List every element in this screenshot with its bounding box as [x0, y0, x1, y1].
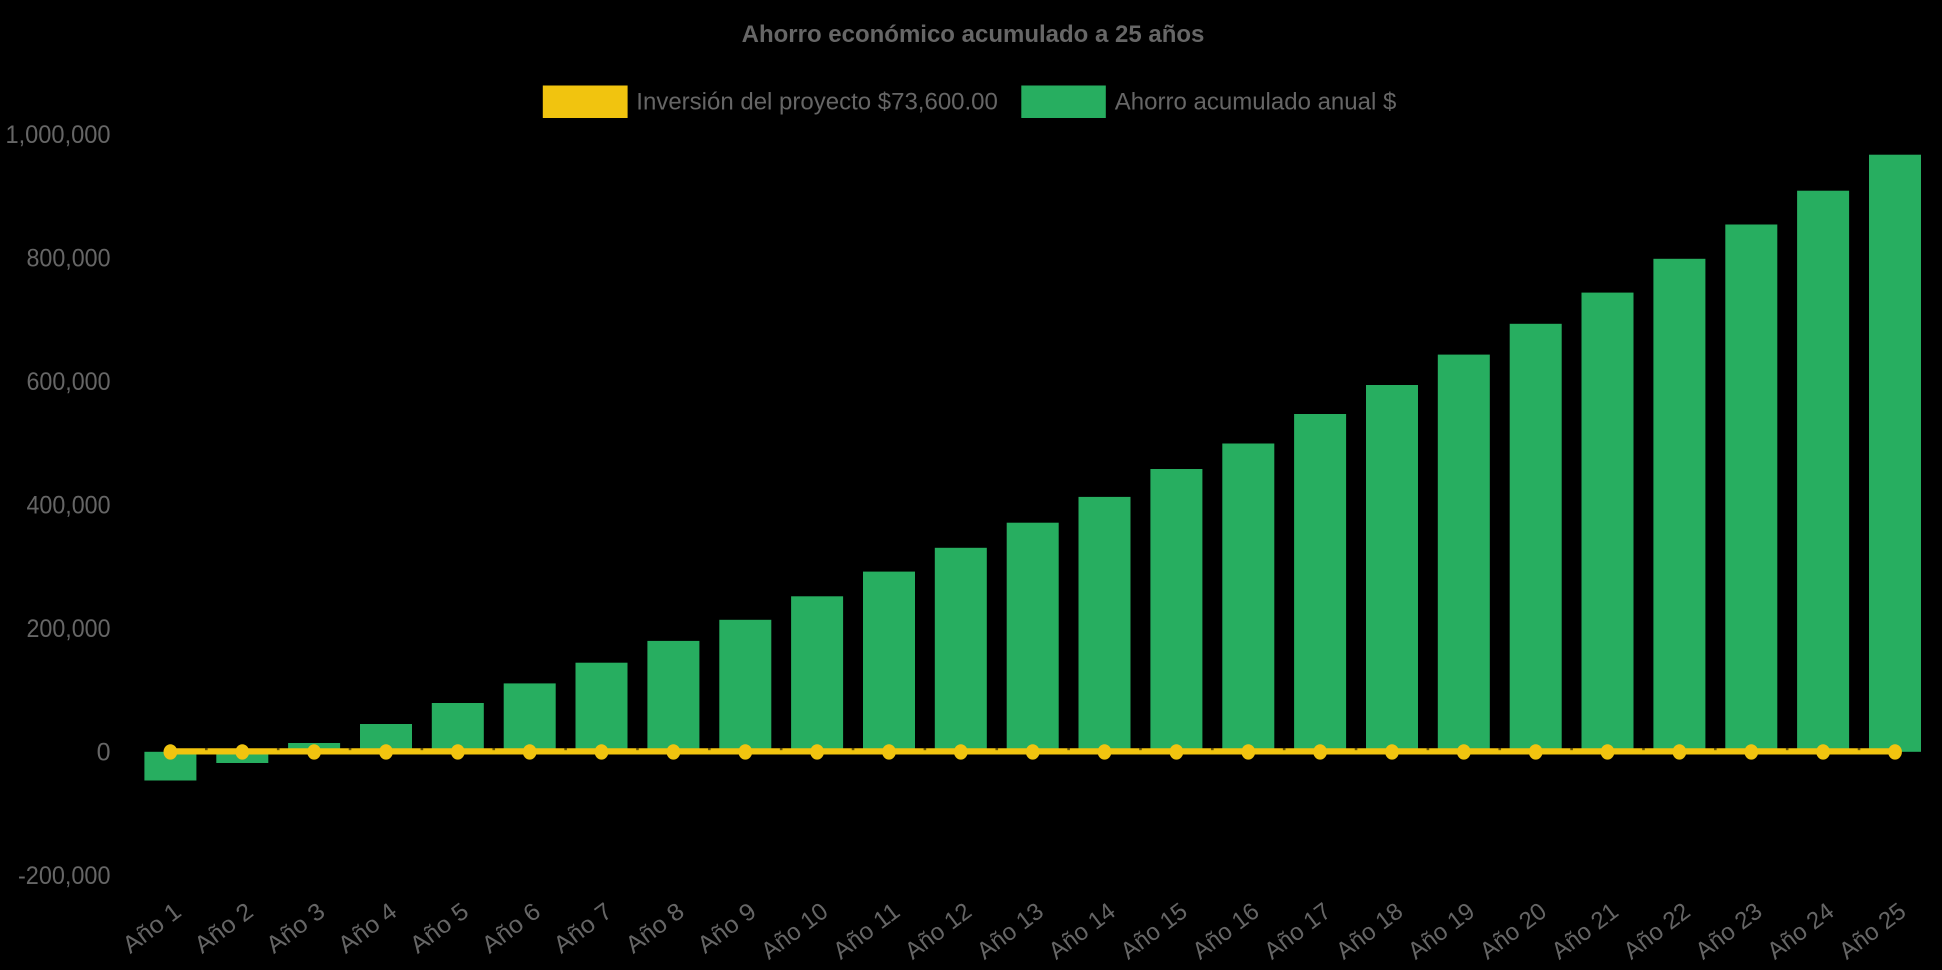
svg-text:400,000: 400,000	[27, 492, 111, 520]
svg-text:Año 1: Año 1	[118, 898, 187, 959]
svg-text:Año 7: Año 7	[549, 898, 618, 959]
svg-text:Año 23: Año 23	[1690, 898, 1767, 965]
svg-text:0: 0	[97, 739, 111, 767]
svg-text:Año 5: Año 5	[405, 898, 474, 959]
svg-text:Año 25: Año 25	[1834, 898, 1911, 965]
svg-text:Año 4: Año 4	[333, 898, 402, 959]
svg-text:Año 10: Año 10	[756, 898, 833, 965]
svg-text:Año 3: Año 3	[261, 898, 330, 959]
svg-text:Año 9: Año 9	[692, 898, 761, 959]
svg-text:Año 20: Año 20	[1475, 898, 1552, 965]
svg-text:Inversión del proyecto $73,600: Inversión del proyecto $73,600.00	[636, 88, 998, 115]
svg-text:600,000: 600,000	[27, 368, 111, 396]
svg-text:Año 18: Año 18	[1331, 898, 1408, 965]
svg-text:Año 2: Año 2	[189, 898, 258, 959]
svg-text:Ahorro acumulado anual $: Ahorro acumulado anual $	[1115, 88, 1397, 115]
svg-text:Año 12: Año 12	[900, 898, 977, 965]
svg-text:Año 6: Año 6	[477, 898, 546, 959]
svg-text:800,000: 800,000	[27, 244, 111, 272]
svg-text:Año 21: Año 21	[1547, 898, 1624, 965]
svg-text:Año 17: Año 17	[1259, 898, 1336, 965]
svg-text:Año 15: Año 15	[1116, 898, 1193, 965]
svg-text:Año 11: Año 11	[828, 898, 905, 965]
svg-text:1,000,000: 1,000,000	[6, 121, 111, 149]
svg-text:Año 14: Año 14	[1044, 898, 1121, 965]
svg-text:Año 16: Año 16	[1187, 898, 1264, 965]
svg-text:200,000: 200,000	[27, 615, 111, 643]
svg-text:Año 19: Año 19	[1403, 898, 1480, 965]
svg-text:Año 8: Año 8	[621, 898, 690, 959]
svg-text:-200,000: -200,000	[18, 862, 111, 890]
svg-text:Año 13: Año 13	[972, 898, 1049, 965]
svg-text:Año 22: Año 22	[1619, 898, 1696, 965]
svg-text:Ahorro económico acumulado a 2: Ahorro económico acumulado a 25 años	[742, 21, 1205, 48]
svg-text:Año 24: Año 24	[1762, 898, 1839, 965]
